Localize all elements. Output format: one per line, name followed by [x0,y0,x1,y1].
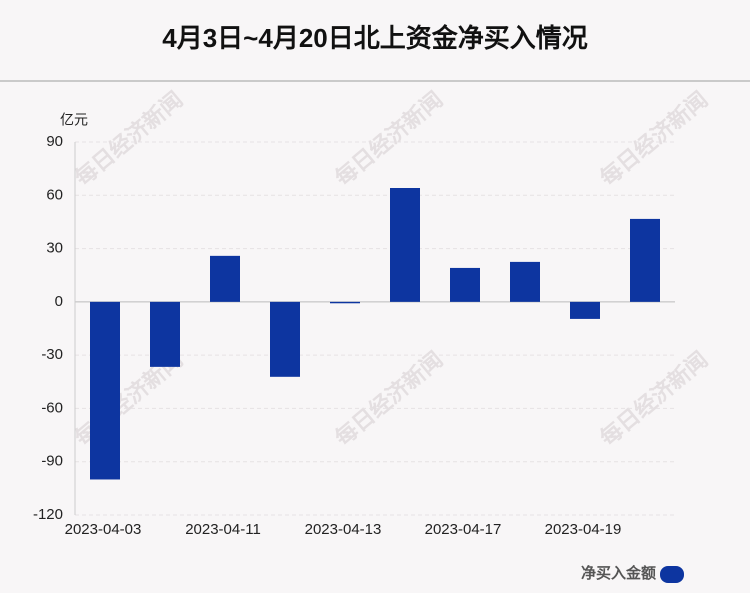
bar [210,255,240,302]
bar [330,301,360,304]
bar [150,301,180,367]
bar [450,267,480,302]
y-axis-label: 亿元 [60,112,88,128]
x-tick-label: 2023-04-17 [425,521,502,538]
y-tick-label: 0 [55,293,63,310]
legend-swatch [660,566,684,583]
y-tick-label: 90 [46,133,63,150]
bar [90,301,120,480]
y-tick-label: -60 [41,399,63,416]
bar [270,301,300,377]
bar [630,218,660,302]
x-tick-label: 2023-04-13 [305,521,382,538]
y-tick-label: -120 [33,506,63,523]
bar [510,261,540,302]
x-tick-label: 2023-04-03 [65,521,142,538]
x-tick-label: 2023-04-19 [545,521,622,538]
y-tick-label: -30 [41,346,63,363]
legend-label: 净买入金额 [581,564,656,582]
y-tick-label: 60 [46,186,63,203]
x-tick-label: 2023-04-11 [185,521,261,538]
bar [570,301,600,319]
y-tick-label: -90 [41,453,63,470]
chart-title: 4月3日~4月20日北上资金净买入情况 [162,23,587,53]
y-tick-label: 30 [46,240,63,257]
bar [390,188,420,302]
